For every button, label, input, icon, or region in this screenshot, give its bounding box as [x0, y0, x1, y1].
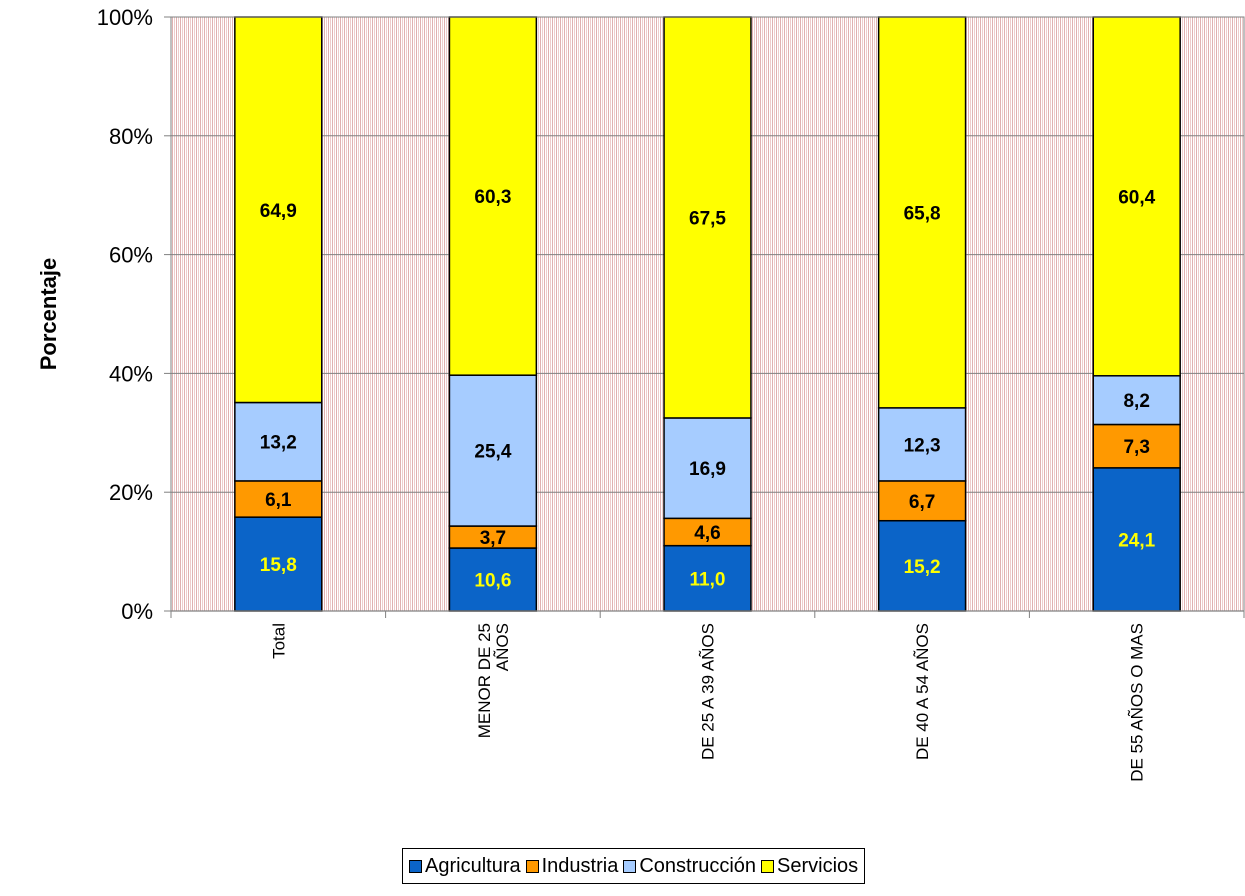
bar-segment	[877, 480, 967, 522]
legend-item-industria: Industria	[525, 854, 619, 878]
data-label: 3,7	[480, 528, 506, 549]
data-label: 10,6	[474, 571, 511, 592]
bar-segment	[1092, 16, 1181, 377]
data-label: 16,9	[689, 459, 726, 480]
data-label: 12,3	[904, 435, 941, 456]
x-tick-label: MENOR DE 25AÑOS	[475, 623, 512, 738]
bar-segment	[234, 401, 323, 482]
data-label: 60,3	[474, 187, 511, 208]
data-label: 24,1	[1118, 530, 1155, 551]
data-label: 67,5	[689, 208, 726, 229]
data-label: 15,8	[260, 555, 297, 576]
y-tick-label: 0%	[121, 599, 153, 624]
legend-swatch	[409, 859, 422, 873]
data-label: 6,1	[265, 490, 292, 511]
x-tick-label: DE 40 A 54 AÑOS	[913, 623, 932, 760]
data-label: 60,4	[1118, 187, 1155, 208]
bar-segment	[663, 417, 752, 520]
bar-segment	[1092, 467, 1181, 612]
x-tick-label: Total	[269, 623, 288, 659]
legend-label: Industria	[541, 854, 619, 877]
data-label: 13,2	[260, 433, 297, 454]
bar-segment	[663, 517, 752, 547]
legend-item-agricultura: Agricultura	[409, 855, 521, 878]
bar-segment	[448, 547, 538, 612]
bar-segment	[877, 16, 967, 409]
x-tick-label: DE 55 AÑOS O MAS	[1128, 623, 1147, 782]
x-tick-label: DE 25 A 39 AÑOS	[699, 623, 718, 760]
bar-segment	[234, 16, 323, 404]
legend-swatch	[623, 859, 637, 873]
y-tick-label: 20%	[109, 480, 153, 505]
data-label: 4,6	[694, 523, 720, 544]
data-label: 65,8	[904, 203, 941, 224]
axes-group: 0% 20% 40% 60% 80% 100% Total MENOR DE 25AÑOS DE…	[97, 5, 1245, 782]
data-label: 11,0	[690, 569, 726, 590]
bar-segment	[1092, 423, 1181, 469]
data-label: 6,7	[909, 492, 935, 513]
legend-swatch	[525, 859, 539, 873]
bars-group: 15,8 6,1 13,2 64,9 10,6 3,7 25,4 60,3 11,0 4,6 16,…	[234, 16, 1181, 612]
y-tick-label: 60%	[109, 243, 153, 268]
y-axis-label: Porcentaje	[36, 258, 61, 371]
bar-segment	[234, 480, 323, 518]
legend-swatch	[761, 859, 775, 873]
legend-label: Agricultura	[425, 854, 521, 877]
y-tick-label: 40%	[109, 361, 153, 386]
y-tick-label: 100%	[97, 5, 153, 30]
bar-segment	[448, 374, 538, 527]
bar-segment	[877, 519, 967, 612]
data-label: 64,9	[260, 201, 297, 222]
legend-item-construccion: Construcción	[623, 855, 756, 878]
bar-segment	[1092, 375, 1181, 426]
bar-segment	[448, 16, 538, 376]
data-label: 7,3	[1123, 437, 1149, 458]
bar-segment	[663, 544, 752, 612]
legend-label: Construcción	[639, 854, 757, 877]
bar-segment	[663, 16, 752, 419]
bar-segment	[234, 516, 323, 612]
legend: Agricultura Industria Construcción Servi…	[402, 848, 866, 884]
legend-label: Servicios	[777, 854, 859, 877]
data-label: 8,2	[1123, 391, 1149, 412]
data-label: 25,4	[474, 442, 511, 463]
data-label: 15,2	[904, 557, 941, 578]
legend-item-servicios: Servicios	[761, 855, 858, 878]
y-tick-label: 80%	[109, 124, 153, 149]
bar-segment	[877, 407, 967, 482]
